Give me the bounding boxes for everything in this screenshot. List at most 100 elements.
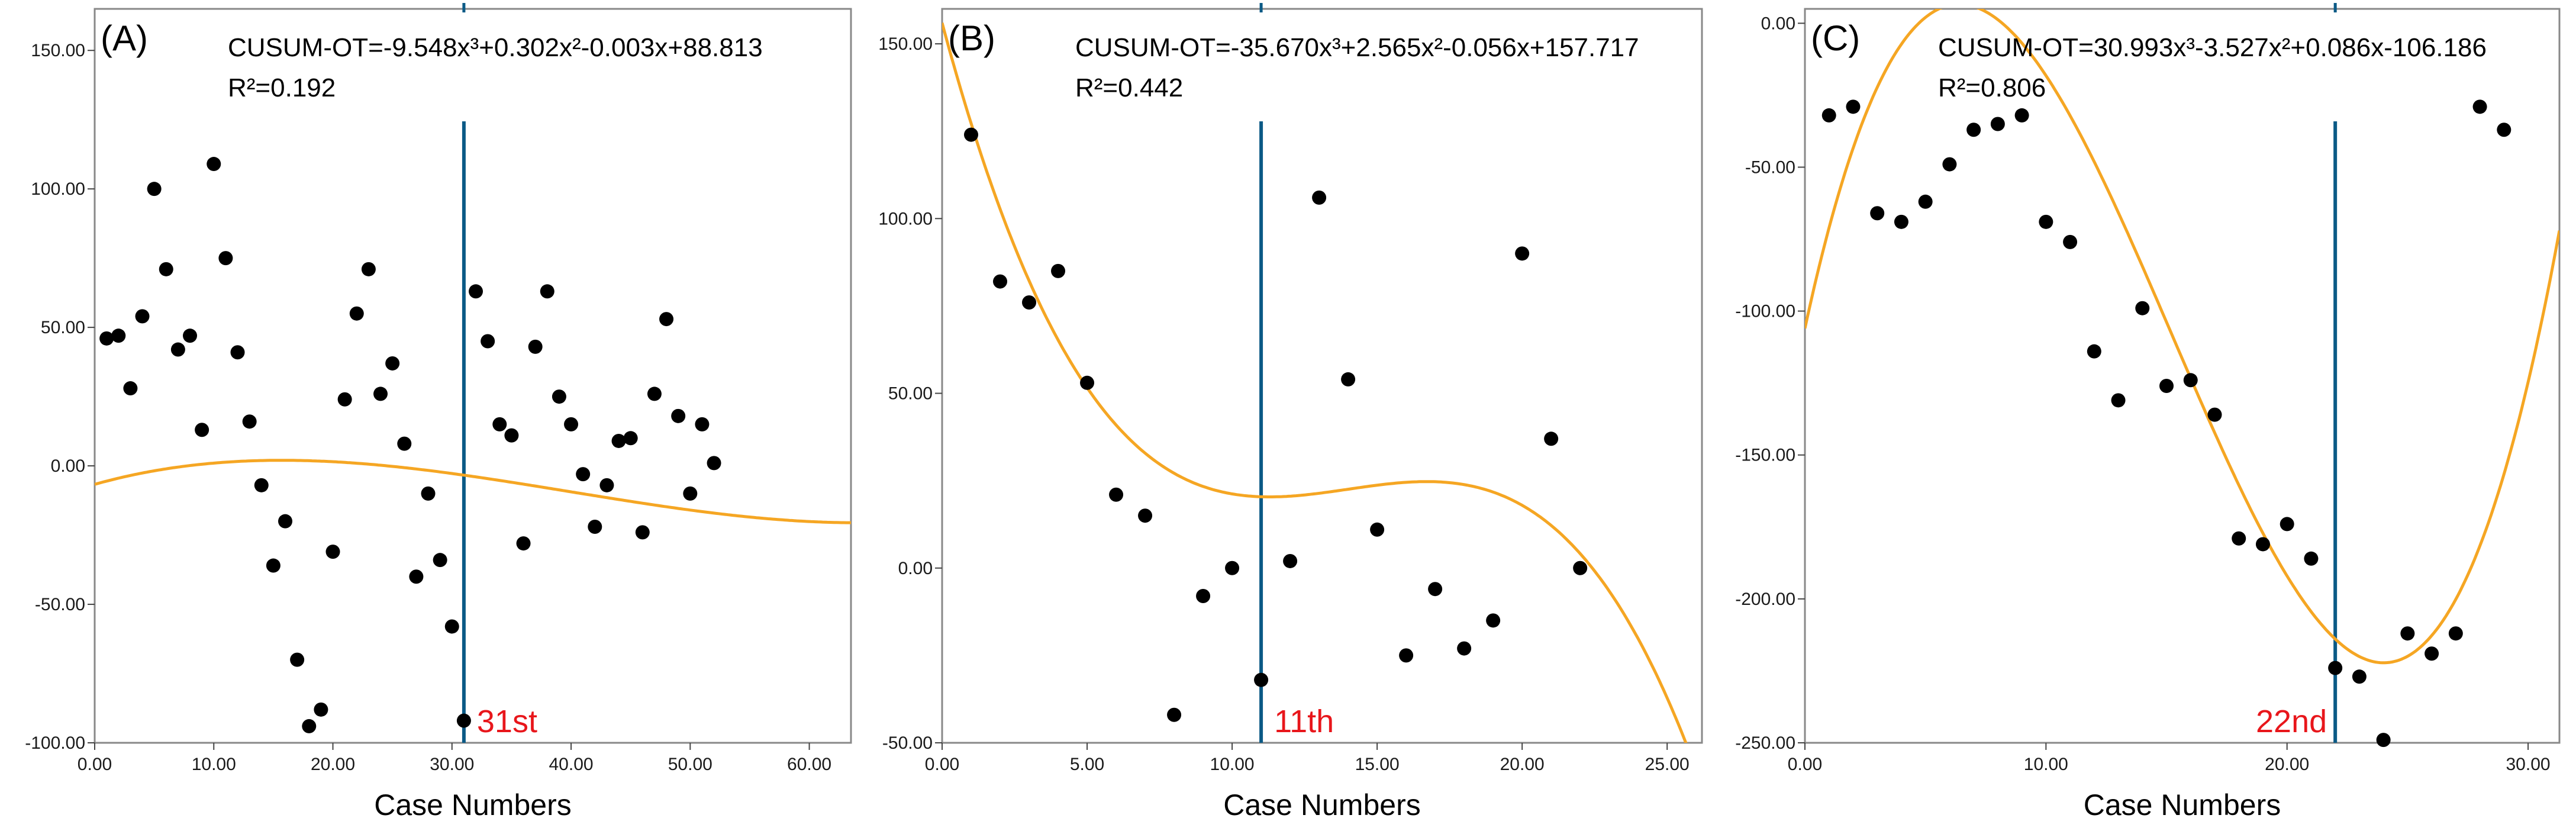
data-point <box>1894 214 1908 229</box>
y-tick-label: -250.00 <box>1735 733 1795 753</box>
x-tick-label: 30.00 <box>430 755 474 774</box>
data-point <box>2039 214 2053 229</box>
data-point <box>1109 487 1124 502</box>
x-tick-label: 10.00 <box>2024 755 2068 774</box>
x-tick-label: 20.00 <box>311 755 355 774</box>
data-point <box>99 331 114 346</box>
data-point <box>1821 108 1836 123</box>
data-point <box>2497 123 2511 137</box>
x-tick-label: 15.00 <box>1355 755 1400 774</box>
y-tick-label: -100.00 <box>25 733 85 753</box>
data-point <box>207 157 221 172</box>
y-tick-label: 0.00 <box>51 456 85 476</box>
data-point <box>2304 551 2319 566</box>
data-point <box>1051 263 1066 278</box>
x-tick-label: 60.00 <box>787 755 831 774</box>
data-point <box>1370 522 1385 537</box>
data-point <box>135 309 150 324</box>
data-point <box>230 345 245 360</box>
data-point <box>147 182 162 197</box>
data-point <box>588 520 602 534</box>
x-tick-label: 50.00 <box>668 755 712 774</box>
plot-frame <box>1804 8 2561 744</box>
data-point <box>218 251 233 266</box>
data-point <box>2472 99 2487 114</box>
data-point <box>421 486 436 501</box>
case-marker-label: 11th <box>1274 704 1334 739</box>
data-point <box>183 328 198 343</box>
data-point <box>599 478 614 492</box>
data-point <box>361 262 376 276</box>
data-point <box>516 536 531 551</box>
data-point <box>1399 648 1414 663</box>
panel-label: (C) <box>1811 18 1860 58</box>
data-point <box>611 433 626 448</box>
x-tick-label: 40.00 <box>549 755 594 774</box>
data-point <box>1254 672 1269 687</box>
data-point <box>266 558 281 573</box>
data-point <box>1544 431 1559 446</box>
data-point <box>993 274 1008 289</box>
data-point <box>2159 379 2174 394</box>
fit-equation: CUSUM-OT=30.993x³-3.527x²+0.086x-106.186 <box>1938 33 2487 62</box>
data-point <box>123 381 138 396</box>
data-point <box>373 386 388 401</box>
x-tick-label: 5.00 <box>1070 755 1104 774</box>
x-tick-label: 0.00 <box>925 755 959 774</box>
data-point <box>481 334 495 349</box>
plot-frame <box>94 8 852 744</box>
data-point <box>2352 669 2367 684</box>
case-marker-label: 31st <box>477 704 537 739</box>
data-point <box>2425 646 2439 661</box>
data-point <box>1225 561 1240 575</box>
data-point <box>492 417 507 431</box>
data-point <box>2135 301 2150 315</box>
data-point <box>302 719 317 733</box>
data-point <box>397 436 412 451</box>
y-tick-label: 50.00 <box>41 318 85 337</box>
r-squared: R²=0.192 <box>228 73 336 102</box>
x-tick-label: 10.00 <box>192 755 236 774</box>
data-point <box>1515 246 1530 261</box>
data-point <box>1990 117 2005 131</box>
y-tick-label: -150.00 <box>1735 446 1795 465</box>
data-point <box>1080 375 1095 390</box>
x-tick-label: 25.00 <box>1645 755 1690 774</box>
y-tick-label: -100.00 <box>1735 302 1795 321</box>
data-point <box>1918 194 1933 209</box>
data-point <box>195 423 209 437</box>
data-point <box>564 417 579 431</box>
y-tick-label: 150.00 <box>31 41 85 60</box>
data-point <box>1942 157 1957 172</box>
data-point <box>2232 531 2246 546</box>
data-point <box>409 569 424 584</box>
data-point <box>623 431 638 446</box>
x-tick-label: 10.00 <box>1210 755 1255 774</box>
chart-panel-b: -50.00 0.00 50.00 100.00 150.00 0.00 5.00 10.00… <box>878 3 1703 822</box>
data-point <box>1167 707 1182 722</box>
case-marker-label: 22nd <box>2256 704 2327 739</box>
fit-curve <box>942 22 1688 743</box>
x-tick-label: 0.00 <box>78 755 112 774</box>
y-tick-label: 0.00 <box>1761 14 1795 33</box>
data-point <box>2328 661 2343 675</box>
data-point <box>385 356 400 371</box>
x-tick-label: 0.00 <box>1788 755 1822 774</box>
y-tick-label: 50.00 <box>888 384 933 404</box>
x-tick-label: 20.00 <box>2265 755 2309 774</box>
fit-curve <box>95 459 851 524</box>
data-point <box>576 467 591 482</box>
chart-panel-a: -100.00 -50.00 0.00 50.00 100.00 150.00 0.00 10… <box>25 3 852 822</box>
data-point <box>1022 295 1037 310</box>
plot-frame <box>941 8 1703 744</box>
data-point <box>290 652 305 667</box>
y-tick-label: 100.00 <box>31 179 85 199</box>
y-tick-label: 100.00 <box>878 209 933 228</box>
r-squared: R²=0.806 <box>1938 73 2046 102</box>
x-tick-label: 30.00 <box>2506 755 2551 774</box>
data-point <box>2063 234 2078 249</box>
data-point <box>111 328 126 343</box>
fit-equation: CUSUM-OT=-35.670x³+2.565x²-0.056x+157.71… <box>1075 33 1639 62</box>
data-point <box>444 619 459 634</box>
